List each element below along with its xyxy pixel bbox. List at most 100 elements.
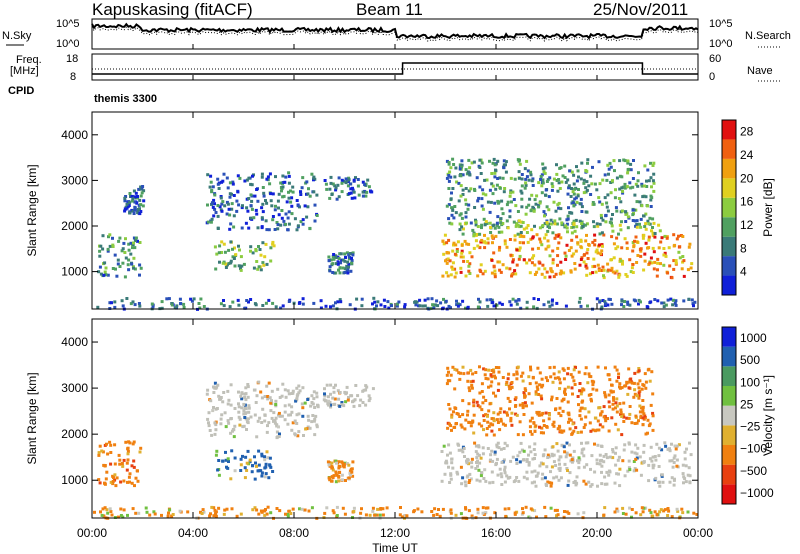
velocity-echo-cell	[275, 507, 279, 510]
velocity-echo-cell	[539, 461, 543, 465]
power-echo-cell	[580, 161, 584, 165]
power-echo-cell	[223, 204, 227, 208]
power-echo-cell	[473, 206, 477, 209]
velocity-echo-cell	[447, 443, 451, 447]
velocity-echo-cell	[496, 412, 500, 416]
power-echo-cell	[513, 269, 517, 273]
velocity-echo-cell	[586, 381, 590, 385]
power-echo-cell	[455, 248, 459, 251]
power-echo-cell	[623, 159, 627, 163]
velocity-echo-cell	[312, 419, 316, 423]
power-echo-cell	[337, 268, 340, 272]
power-echo-cell	[600, 216, 603, 220]
velocity-echo-cell	[546, 453, 550, 457]
velocity-echo-cell	[670, 476, 674, 480]
velocity-echo-cell	[492, 419, 496, 423]
power-echo-cell	[101, 234, 105, 238]
velocity-echo-cell	[644, 386, 648, 390]
velocity-echo-cell	[265, 512, 269, 516]
velocity-echo-cell	[430, 510, 434, 513]
velocity-echo-cell	[623, 384, 627, 388]
power-echo-cell	[283, 180, 287, 184]
velocity-echo-cell	[315, 395, 319, 399]
power-echo-cell	[189, 297, 193, 301]
velocity-echo-cell	[588, 374, 592, 378]
velocity-echo-cell	[451, 365, 455, 369]
velocity-echo-cell	[556, 449, 560, 453]
velocity-echo-cell	[208, 514, 212, 518]
power-echo-cell	[664, 254, 668, 258]
velocity-echo-cell	[647, 367, 651, 371]
power-echo-cell	[113, 305, 117, 309]
velocity-echo-cell	[298, 507, 301, 511]
power-echo-cell	[478, 166, 482, 169]
velocity-echo-cell	[469, 380, 473, 384]
velocity-echo-cell	[225, 507, 229, 511]
power-echo-cell	[339, 252, 343, 256]
velocity-echo-cell	[213, 381, 217, 385]
power-echo-cell	[543, 171, 547, 175]
power-echo-cell	[575, 235, 579, 239]
velocity-echo-cell	[343, 462, 347, 466]
velocity-echo-cell	[515, 476, 519, 479]
velocity-echo-cell	[648, 457, 652, 461]
velocity-echo-cell	[522, 475, 526, 479]
velocity-echo-cell	[110, 513, 114, 517]
power-echo-cell	[240, 226, 244, 230]
power-echo-cell	[632, 159, 635, 162]
power-echo-cell	[559, 260, 563, 264]
velocity-echo-cell	[493, 450, 497, 454]
power-echo-cell	[235, 199, 239, 203]
power-echo-cell	[455, 303, 459, 307]
power-echo-cell	[508, 300, 512, 304]
power-echo-cell	[305, 215, 309, 219]
velocity-echo-cell	[541, 383, 545, 387]
power-echo-cell	[612, 256, 616, 260]
velocity-echo-cell	[682, 481, 685, 485]
power-echo-cell	[552, 200, 556, 204]
velocity-echo-cell	[602, 513, 606, 517]
velocity-echo-cell	[617, 455, 621, 459]
power-echo-cell	[600, 249, 604, 253]
velocity-echo-cell	[683, 477, 687, 481]
velocity-echo-cell	[563, 387, 567, 391]
velocity-echo-cell	[126, 449, 130, 453]
velocity-echo-cell	[494, 463, 498, 467]
power-echo-cell	[651, 164, 655, 167]
power-echo-cell	[468, 272, 472, 275]
power-echo-cell	[284, 222, 287, 226]
power-echo-cell	[569, 195, 573, 198]
velocity-echo-cell	[658, 510, 662, 514]
velocity-echo-cell	[289, 512, 293, 515]
power-echo-cell	[595, 222, 599, 226]
power-echo-cell	[298, 301, 302, 304]
power-echo-cell	[116, 262, 120, 266]
velocity-echo-cell	[546, 379, 549, 383]
velocity-echo-cell	[638, 404, 642, 408]
velocity-echo-cell	[233, 469, 237, 473]
velocity-echo-cell	[273, 421, 277, 425]
power-echo-cell	[290, 212, 294, 216]
velocity-echo-cell	[630, 421, 634, 425]
velocity-echo-cell	[618, 386, 622, 390]
power-echo-cell	[614, 247, 618, 251]
velocity-echo-cell	[294, 399, 298, 403]
power-echo-cell	[360, 297, 364, 301]
velocity-echo-cell	[376, 507, 380, 511]
velocity-echo-cell	[335, 473, 339, 477]
velocity-echo-cell	[540, 426, 544, 430]
power-echo-cell	[257, 245, 260, 248]
power-echo-cell	[646, 204, 649, 208]
velocity-echo-cell	[646, 418, 650, 422]
power-echo-cell	[126, 204, 130, 208]
power-echo-cell	[351, 251, 355, 255]
power-echo-cell	[597, 196, 601, 200]
velocity-echo-cell	[242, 424, 246, 428]
power-echo-cell	[560, 221, 564, 225]
power-echo-cell	[577, 188, 580, 191]
velocity-echo-cell	[368, 397, 372, 400]
velocity-echo-cell	[695, 513, 699, 516]
velocity-echo-cell	[633, 451, 637, 455]
power-echo-cell	[502, 190, 506, 194]
velocity-echo-cell	[495, 418, 499, 422]
